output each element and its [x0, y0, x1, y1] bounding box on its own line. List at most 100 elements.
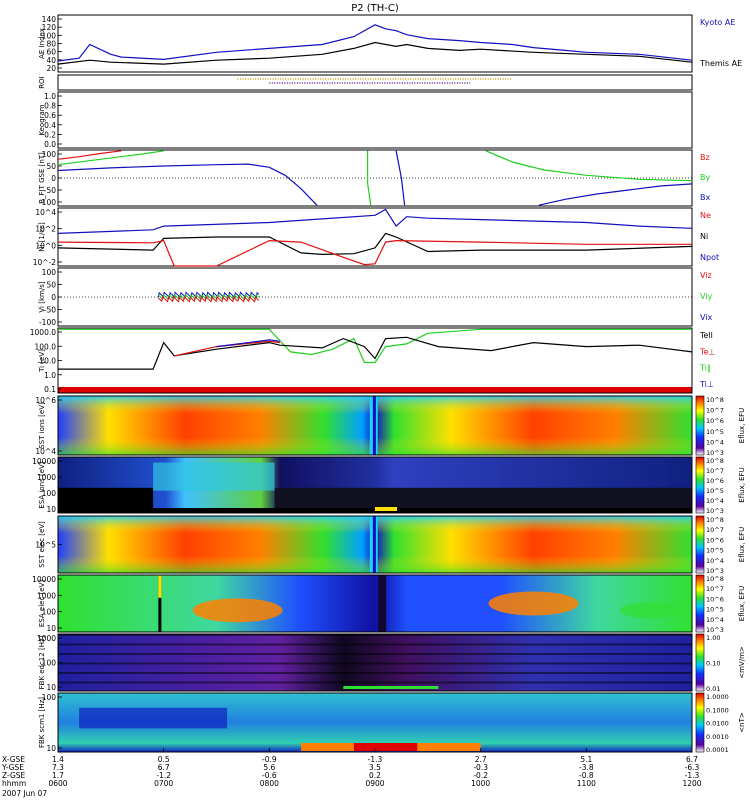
panel-ylabel-esa_elec: ESA elec [eV]	[38, 580, 46, 627]
colorbar-label-fbk_scm: <nT>	[738, 712, 746, 733]
colorbar-tick-fbk_scm: 0.0100	[706, 720, 729, 728]
xaxis-row-label: X-GSE	[2, 755, 25, 764]
spectrogram-esa-elec-blob3	[619, 602, 680, 619]
series-density-npot	[57, 208, 693, 234]
colorbar-tick-fbk_scm: 1.0000	[706, 693, 729, 701]
colorbar-tick-fbk_scm: 0.1000	[706, 706, 729, 714]
series-ae-kyotoae	[57, 24, 693, 62]
ytick-label-ae: 60	[46, 48, 56, 57]
colorbar-tick-fbk_edc: 1.00	[706, 634, 720, 642]
panel-ylabel-roi: ROI	[38, 76, 46, 88]
spectrogram-fbk-scm-band	[79, 707, 228, 729]
panel-frame-esa_elec	[57, 574, 693, 633]
ytick-label-temperature: 100.0	[35, 342, 57, 351]
spectrogram-esa-elec-blob1	[192, 598, 283, 623]
ytick-label-keogram: 0.4	[44, 121, 56, 130]
panel-frame-density	[57, 207, 693, 267]
xtick-label-y: -3.8	[579, 763, 594, 772]
panel-ylabel-esa_ion: ESA ions [eV]	[38, 461, 46, 508]
spectrogram-fbk-edc-row	[58, 643, 692, 646]
ytick-label-keogram: 0.2	[44, 130, 56, 139]
ytick-label-sst_ion: 10^4	[35, 447, 56, 456]
ytick-label-ae: 140	[42, 15, 57, 24]
panel-ylabel-temperature: Ti [eV]	[38, 349, 46, 373]
colorbar-tick-esa_elec: 10^6	[706, 595, 724, 603]
xtick-label-y: 3.5	[369, 763, 381, 772]
spectrogram-esa-elec-core	[378, 575, 387, 632]
colorbar-tick-sst_elec: 10^7	[706, 526, 724, 534]
xtick-label-z: -0.6	[262, 771, 277, 780]
ytick-label-bfield: -50	[44, 186, 56, 195]
spectrogram-esa-ion-spot	[375, 507, 397, 511]
legend-velocity-2: Vix	[700, 313, 713, 322]
ytick-label-fbk_edc: 10	[46, 683, 56, 692]
colorbar-tick-sst_ion: 10^4	[706, 438, 724, 446]
colorbar-esa_ion	[695, 456, 705, 514]
spectrogram-esa-elec-blob2	[488, 591, 579, 616]
series-bfield-bx	[395, 150, 406, 206]
panel-ylabel-fbk_scm: FBK scm1 [Hz]	[38, 697, 46, 748]
colorbar-tick-sst_ion: 10^7	[706, 407, 724, 415]
colorbar-tick-sst_ion: 10^8	[706, 396, 724, 404]
velocity-burst-0	[157, 291, 260, 299]
ytick-label-velocity: -50	[44, 306, 56, 315]
xaxis-row-label: Z-GSE	[2, 771, 26, 780]
colorbar-tick-fbk_edc: 0.01	[706, 685, 720, 693]
xtick-label-z: 1.7	[52, 771, 64, 780]
colorbar-tick-esa_elec: 10^5	[706, 606, 724, 614]
spectrogram-fbk-edc-row	[58, 653, 692, 655]
colorbar-tick-sst_elec: 10^5	[706, 547, 724, 555]
legend-density-0: Ne	[700, 211, 711, 220]
spectrogram-sst_ion-core	[372, 396, 376, 455]
ytick-label-bfield: 50	[46, 162, 56, 171]
spectrogram-fbk-edc-line	[343, 686, 439, 689]
xtick-label-y: -6.3	[685, 763, 700, 772]
panel-frame-esa_ion	[57, 456, 693, 514]
spectrogram-fbk-scm-core	[353, 743, 418, 751]
ytick-label-ae: 120	[42, 23, 57, 32]
legend-velocity-1: Viy	[700, 292, 713, 301]
date-label: 2007 Jun 07	[2, 789, 47, 798]
colorbar-tick-esa_ion: 10^3	[706, 507, 724, 515]
series-density-ne	[57, 239, 692, 267]
xtick-label-y: 5.6	[263, 763, 275, 772]
legend-bfield-1: By	[700, 173, 710, 182]
panel-ylabel-velocity: Vi [km/s]	[38, 281, 46, 312]
xtick-label-z: -1.2	[156, 771, 171, 780]
panel-ylabel-ae: AE Index	[38, 28, 46, 59]
series-bfield-bx	[57, 163, 318, 206]
series-bfield-by	[367, 150, 372, 206]
panel-ylabel-sst_elec: SST elec [eV]	[38, 521, 46, 568]
colorbar-label-sst_elec: Eflux, EFU	[738, 527, 746, 562]
ytick-label-bfield: 0	[51, 174, 56, 183]
ytick-label-ae: 40	[46, 56, 56, 65]
xtick-label-x: 5.1	[580, 755, 592, 764]
ytick-label-density: 10^2	[35, 225, 56, 234]
panel-ylabel-keogram: Keogram	[38, 104, 46, 135]
xtick-label-z: -0.8	[579, 771, 594, 780]
colorbar-tick-esa_ion: 10^7	[706, 467, 724, 475]
colorbar-sst_elec	[695, 515, 705, 574]
series-bfield-by	[485, 150, 693, 182]
xaxis-row-label: Y-GSE	[1, 763, 24, 772]
legend-density-1: Ni	[700, 232, 708, 241]
chart-title: P2 (TH-C)	[351, 3, 399, 14]
ytick-label-keogram: 0.8	[44, 102, 56, 111]
ytick-label-keogram: 1.0	[44, 92, 56, 101]
velocity-burst-2	[158, 295, 260, 303]
ytick-label-esa_elec: 1000	[37, 591, 56, 600]
legend-bfield-2: Bx	[700, 193, 710, 202]
xtick-label-time: 1000	[471, 779, 490, 788]
legend-temperature-3: Ti⊥	[699, 380, 714, 389]
ytick-label-temperature: 1.0	[44, 371, 56, 380]
colorbar-tick-fbk_scm: 0.0001	[706, 746, 729, 754]
colorbar-tick-esa_ion: 10^4	[706, 497, 724, 505]
xtick-label-x: 2.7	[475, 755, 487, 764]
ytick-label-density: 10^0	[35, 241, 56, 250]
spectrogram-fbk-edc-row	[58, 662, 692, 665]
ytick-label-esa_elec: 10000	[32, 575, 56, 584]
series-bfield-by	[57, 150, 164, 166]
colorbar-tick-sst_ion: 10^3	[706, 449, 724, 457]
ytick-label-velocity: 0	[51, 293, 56, 302]
